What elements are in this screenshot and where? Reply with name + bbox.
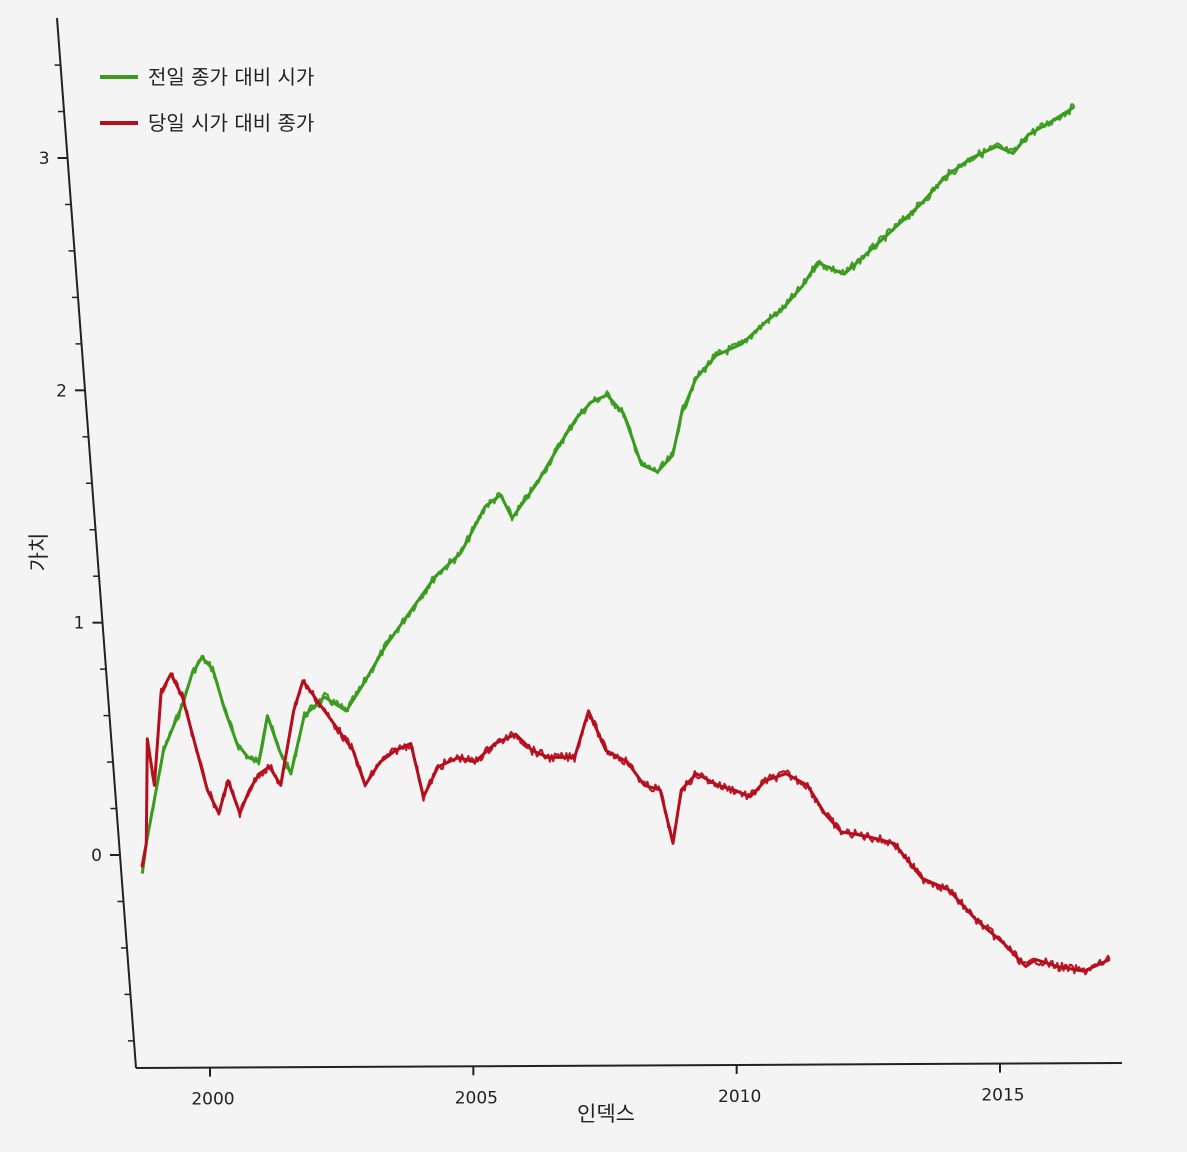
x-axis-title: 인덱스 [577,1102,635,1126]
x-tick-label: 2000 [191,1090,234,1110]
axes [56,17,1123,1069]
y-tick-label: 2 [56,381,67,401]
ticks: 0 1 2 3 2000 2005 2010 2015 [39,64,1025,1110]
x-tick-label: 2005 [455,1088,498,1108]
x-tick-label: 2015 [981,1086,1024,1106]
legend: 전일 종가 대비 시가 당일 시가 대비 종가 [100,65,314,135]
y-axis-line [56,17,137,1069]
series-2-trend [140,672,1111,973]
y-tick-label: 1 [74,614,85,634]
legend-label-series-1: 전일 종가 대비 시가 [148,65,314,89]
series [140,103,1111,976]
x-axis-line [135,1062,1123,1069]
y-tick-label: 0 [91,846,102,866]
series-1-trend [140,105,1076,874]
y-tick-label: 3 [39,149,50,169]
y-axis-title: 가치 [27,533,51,572]
legend-label-series-2: 당일 시가 대비 종가 [148,111,314,135]
x-tick-label: 2010 [718,1087,761,1107]
series-2-line [140,672,1111,976]
